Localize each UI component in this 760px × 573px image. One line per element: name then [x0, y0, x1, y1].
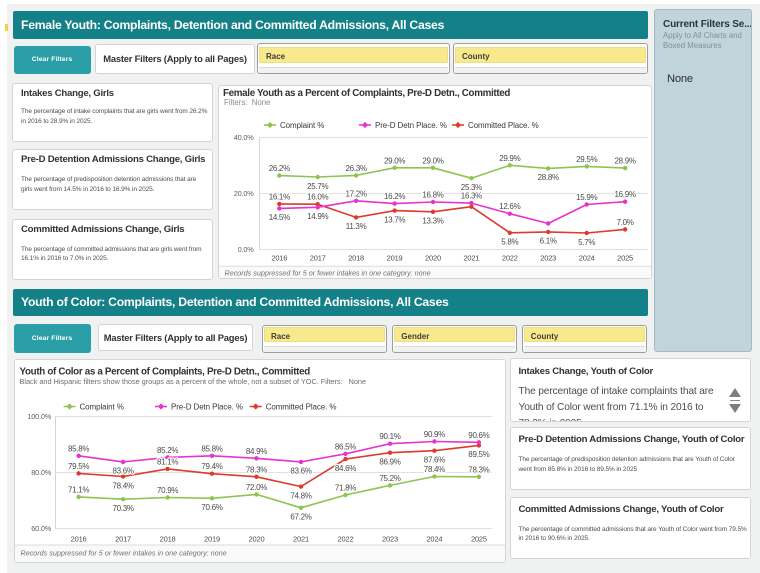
svg-text:15.9%: 15.9% [576, 193, 597, 202]
svg-text:75.2%: 75.2% [379, 474, 400, 483]
svg-text:71.8%: 71.8% [335, 484, 356, 493]
svg-text:2024: 2024 [426, 535, 442, 544]
svg-text:78.4%: 78.4% [424, 465, 445, 474]
svg-text:Records suppressed for 5 or fe: Records suppressed for 5 or fewer intake… [225, 269, 431, 278]
svg-text:0.0%: 0.0% [238, 245, 255, 254]
svg-text:84.6%: 84.6% [335, 464, 356, 473]
svg-text:85.8%: 85.8% [68, 444, 89, 453]
svg-text:79.5%: 79.5% [68, 462, 89, 471]
svg-text:2018: 2018 [348, 254, 364, 263]
svg-text:2017: 2017 [310, 254, 326, 263]
svg-text:26.2%: 26.2% [269, 164, 290, 173]
svg-text:2017: 2017 [115, 535, 131, 544]
svg-text:2025: 2025 [471, 535, 487, 544]
svg-text:2016: 2016 [271, 254, 287, 263]
svg-text:29.5%: 29.5% [576, 155, 597, 164]
svg-text:Committed Place. %: Committed Place. % [468, 121, 539, 130]
svg-text:2021: 2021 [463, 254, 479, 263]
svg-text:26.3%: 26.3% [346, 164, 367, 173]
svg-text:Black and Hispanic filters sho: Black and Hispanic filters show those gr… [20, 377, 367, 386]
svg-text:16.1%: 16.1% [269, 192, 290, 201]
svg-text:Filters: None: Filters: None [224, 98, 270, 107]
svg-text:2022: 2022 [502, 254, 518, 263]
svg-text:Complaint %: Complaint % [280, 121, 324, 130]
svg-text:17.2%: 17.2% [346, 189, 367, 198]
svg-text:79.4%: 79.4% [201, 462, 222, 471]
svg-text:2024: 2024 [579, 254, 595, 263]
svg-text:16.3%: 16.3% [461, 192, 482, 201]
svg-text:16.2%: 16.2% [384, 192, 405, 201]
svg-text:25.7%: 25.7% [307, 182, 328, 191]
svg-text:Complaint %: Complaint % [80, 403, 124, 412]
svg-text:90.9%: 90.9% [424, 430, 445, 439]
svg-text:80.0%: 80.0% [31, 468, 51, 477]
svg-text:70.3%: 70.3% [113, 504, 134, 513]
svg-text:Female Youth as a Percent of C: Female Youth as a Percent of Complaints,… [223, 88, 510, 99]
svg-text:90.6%: 90.6% [468, 431, 489, 440]
svg-text:11.3%: 11.3% [346, 222, 367, 231]
svg-text:28.8%: 28.8% [538, 173, 559, 182]
svg-text:13.3%: 13.3% [422, 217, 443, 226]
svg-text:2019: 2019 [204, 535, 220, 544]
svg-text:2022: 2022 [338, 535, 354, 544]
svg-text:2021: 2021 [293, 535, 309, 544]
svg-text:67.2%: 67.2% [290, 513, 311, 522]
svg-text:83.6%: 83.6% [290, 467, 311, 476]
svg-text:12.6%: 12.6% [499, 202, 520, 211]
svg-text:16.9%: 16.9% [615, 190, 636, 199]
svg-text:5.7%: 5.7% [578, 238, 595, 247]
svg-text:2023: 2023 [540, 254, 556, 263]
svg-text:2019: 2019 [387, 254, 403, 263]
svg-text:85.2%: 85.2% [157, 446, 178, 455]
svg-text:29.9%: 29.9% [499, 154, 520, 163]
svg-text:28.9%: 28.9% [615, 157, 636, 166]
svg-text:Committed Place. %: Committed Place. % [266, 403, 337, 412]
svg-text:29.0%: 29.0% [384, 156, 405, 165]
svg-text:14.9%: 14.9% [307, 212, 328, 221]
svg-text:86.5%: 86.5% [335, 442, 356, 451]
svg-text:85.8%: 85.8% [201, 444, 222, 453]
svg-text:20.0%: 20.0% [234, 189, 254, 198]
svg-text:71.1%: 71.1% [68, 485, 89, 494]
svg-text:5.8%: 5.8% [501, 238, 518, 247]
svg-text:2020: 2020 [249, 535, 265, 544]
svg-text:16.0%: 16.0% [307, 193, 328, 202]
svg-text:40.0%: 40.0% [234, 133, 254, 142]
svg-text:86.9%: 86.9% [379, 458, 400, 467]
svg-text:70.9%: 70.9% [157, 486, 178, 495]
svg-text:Youth of Color as a Percent of: Youth of Color as a Percent of Complaint… [20, 367, 311, 378]
svg-text:2016: 2016 [71, 535, 87, 544]
svg-text:72.0%: 72.0% [246, 483, 267, 492]
svg-text:29.0%: 29.0% [422, 156, 443, 165]
svg-text:16.8%: 16.8% [422, 191, 443, 200]
svg-text:2020: 2020 [425, 254, 441, 263]
svg-text:84.9%: 84.9% [246, 447, 267, 456]
svg-text:13.7%: 13.7% [384, 215, 405, 224]
svg-text:Pre-D Detn Place. %: Pre-D Detn Place. % [375, 121, 447, 130]
svg-text:89.5%: 89.5% [468, 450, 489, 459]
svg-text:100.0%: 100.0% [27, 412, 51, 421]
svg-text:6.1%: 6.1% [540, 237, 557, 246]
svg-text:7.0%: 7.0% [617, 218, 634, 227]
svg-text:83.6%: 83.6% [113, 467, 134, 476]
svg-text:14.5%: 14.5% [269, 213, 290, 222]
svg-text:90.1%: 90.1% [379, 432, 400, 441]
svg-text:25.3%: 25.3% [461, 183, 482, 192]
svg-text:74.8%: 74.8% [290, 491, 311, 500]
svg-text:87.6%: 87.6% [424, 456, 445, 465]
svg-text:Records suppressed for 5 or fe: Records suppressed for 5 or fewer intake… [21, 549, 227, 558]
svg-text:70.6%: 70.6% [201, 503, 222, 512]
svg-text:60.0%: 60.0% [31, 524, 51, 533]
svg-text:78.3%: 78.3% [468, 465, 489, 474]
svg-text:2023: 2023 [382, 535, 398, 544]
svg-text:78.3%: 78.3% [246, 465, 267, 474]
svg-text:Pre-D Detn Place. %: Pre-D Detn Place. % [171, 403, 243, 412]
svg-text:81.1%: 81.1% [157, 457, 178, 466]
svg-text:2025: 2025 [617, 254, 633, 263]
svg-text:78.4%: 78.4% [113, 481, 134, 490]
svg-text:2018: 2018 [160, 535, 176, 544]
